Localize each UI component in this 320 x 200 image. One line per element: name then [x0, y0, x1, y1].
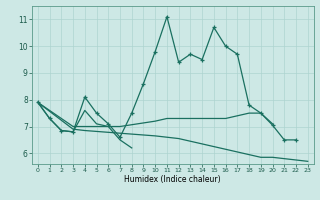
X-axis label: Humidex (Indice chaleur): Humidex (Indice chaleur)	[124, 175, 221, 184]
